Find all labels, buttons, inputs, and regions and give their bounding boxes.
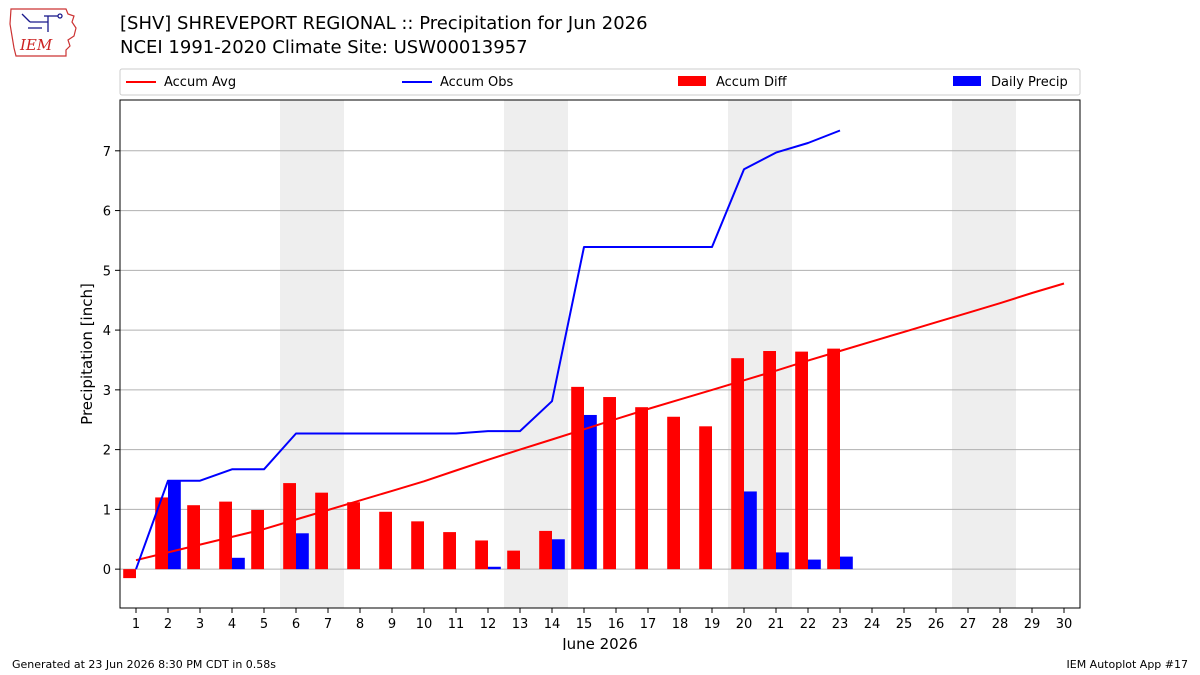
y-tick-label-7: 7 xyxy=(103,145,111,160)
y-axis-label: Precipitation [inch] xyxy=(78,283,96,425)
y-tick-label-4: 4 xyxy=(103,324,111,339)
accum-diff-bar-23 xyxy=(827,348,840,570)
x-tick-label-24: 24 xyxy=(864,617,881,632)
x-tick-label-25: 25 xyxy=(896,617,913,632)
x-tick-label-4: 4 xyxy=(228,617,236,632)
x-tick-label-2: 2 xyxy=(164,617,172,632)
iem-logo: IEM xyxy=(9,8,77,57)
accum-diff-bar-14 xyxy=(539,530,552,570)
accum-diff-bar-15 xyxy=(571,386,584,570)
x-tick-label-13: 13 xyxy=(512,617,529,632)
x-tick-label-14: 14 xyxy=(544,617,561,632)
accum-obs-line xyxy=(135,129,841,570)
x-tick-label-30: 30 xyxy=(1056,617,1073,632)
x-tick-label-9: 9 xyxy=(388,617,396,632)
x-tick-label-16: 16 xyxy=(608,617,625,632)
daily-precip-bar-21 xyxy=(776,552,789,570)
x-tick-label-15: 15 xyxy=(576,617,593,632)
x-tick-label-17: 17 xyxy=(640,617,657,632)
x-tick-label-8: 8 xyxy=(356,617,364,632)
x-tick-label-28: 28 xyxy=(992,617,1009,632)
x-axis-label: June 2026 xyxy=(561,635,638,650)
accum-diff-bar-6 xyxy=(283,483,296,570)
daily-precip-bar-22 xyxy=(808,559,821,570)
weekend-shade-13-14 xyxy=(504,100,568,608)
accum-diff-bar-5 xyxy=(251,509,264,570)
accum-diff-bar-12 xyxy=(475,540,488,570)
weather-station-icon xyxy=(21,13,63,32)
accum-diff-bar-21 xyxy=(763,351,776,570)
generated-footer: Generated at 23 Jun 2026 8:30 PM CDT in … xyxy=(12,658,277,671)
daily-precip-bar-4 xyxy=(232,557,245,570)
x-tick-label-6: 6 xyxy=(292,617,300,632)
app-footer: IEM Autoplot App #17 xyxy=(1066,658,1189,671)
x-tick-label-21: 21 xyxy=(768,617,785,632)
accum-diff-bar-2 xyxy=(155,497,168,570)
accum-diff-bar-17 xyxy=(635,407,648,570)
accum-diff-bar-8 xyxy=(347,502,360,570)
x-tick-label-20: 20 xyxy=(736,617,753,632)
y-tick-label-6: 6 xyxy=(103,205,111,220)
accum-diff-bar-16 xyxy=(603,397,616,570)
accum-diff-bar-13 xyxy=(507,550,520,570)
daily-precip-bar-6 xyxy=(296,533,309,570)
daily-precip-bar-23 xyxy=(840,556,853,570)
accum-diff-bar-11 xyxy=(443,532,456,570)
legend-label-accum-avg: Accum Avg xyxy=(164,75,236,90)
weekend-shade-27-28 xyxy=(952,100,1016,608)
daily-precip-bar-15 xyxy=(584,414,597,570)
x-tick-label-3: 3 xyxy=(196,617,204,632)
daily-precip-bar-20 xyxy=(744,491,757,570)
x-tick-label-23: 23 xyxy=(832,617,849,632)
daily-precip-bar-12 xyxy=(488,566,501,570)
x-tick-label-29: 29 xyxy=(1024,617,1041,632)
daily-precip-bar-2 xyxy=(168,480,181,570)
y-tick-label-0: 0 xyxy=(103,563,111,578)
legend-mark-daily-precip xyxy=(953,76,981,86)
accum-diff-bar-4 xyxy=(219,501,232,570)
x-tick-label-18: 18 xyxy=(672,617,689,632)
chart-title: [SHV] SHREVEPORT REGIONAL :: Precipitati… xyxy=(120,13,648,34)
legend-mark-accum-diff xyxy=(678,76,706,86)
x-tick-label-7: 7 xyxy=(324,617,332,632)
y-tick-label-3: 3 xyxy=(103,384,111,399)
accum-diff-bar-3 xyxy=(187,505,200,570)
iowa-state-outline xyxy=(9,8,77,57)
accum-diff-bar-20 xyxy=(731,358,744,570)
legend-label-accum-obs: Accum Obs xyxy=(440,75,513,90)
logo-text: IEM xyxy=(19,36,53,54)
y-tick-label-1: 1 xyxy=(103,503,111,518)
x-tick-label-12: 12 xyxy=(480,617,497,632)
legend: Accum Avg Accum Obs Accum Diff Daily Pre… xyxy=(119,68,1081,96)
x-tick-label-1: 1 xyxy=(132,617,140,632)
x-tick-label-5: 5 xyxy=(260,617,268,632)
legend-label-accum-diff: Accum Diff xyxy=(716,75,788,90)
y-tick-label-5: 5 xyxy=(103,264,111,279)
accum-diff-bar-1 xyxy=(123,569,136,579)
x-tick-label-22: 22 xyxy=(800,617,817,632)
accum-diff-bar-19 xyxy=(699,426,712,570)
y-tick-label-2: 2 xyxy=(103,444,111,459)
legend-frame xyxy=(119,68,1081,96)
x-tick-label-11: 11 xyxy=(448,617,465,632)
lines xyxy=(135,129,1065,570)
x-tick-label-19: 19 xyxy=(704,617,721,632)
accum-diff-bar-9 xyxy=(379,511,392,570)
accum-diff-bar-18 xyxy=(667,416,680,570)
plot-frame xyxy=(119,99,1081,609)
bars xyxy=(123,348,853,579)
chart-subtitle: NCEI 1991-2020 Climate Site: USW00013957 xyxy=(120,37,528,58)
accum-avg-line xyxy=(135,282,1065,562)
accum-diff-bar-7 xyxy=(315,492,328,570)
grid-lines xyxy=(120,150,1080,570)
accum-diff-bar-10 xyxy=(411,521,424,570)
legend-label-daily-precip: Daily Precip xyxy=(991,75,1068,90)
x-tick-label-26: 26 xyxy=(928,617,945,632)
x-tick-label-27: 27 xyxy=(960,617,977,632)
daily-precip-bar-14 xyxy=(552,539,565,570)
x-tick-label-10: 10 xyxy=(416,617,433,632)
accum-diff-bar-22 xyxy=(795,351,808,570)
